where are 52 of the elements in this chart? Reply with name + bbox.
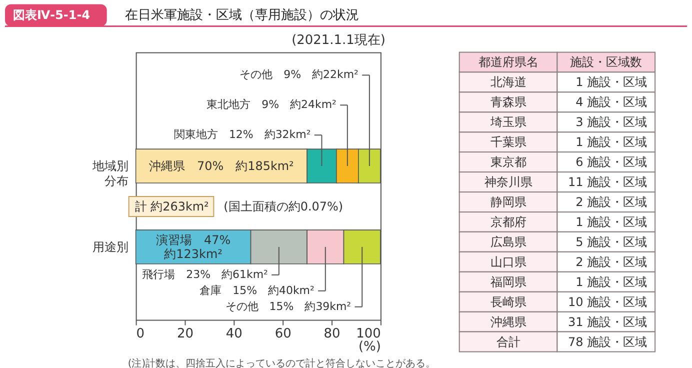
category-label: 広島県 (490, 234, 526, 249)
category-label: 埼玉県 (489, 115, 526, 130)
category-label: 静岡県 (490, 194, 526, 209)
category-label: 北海道 (490, 75, 526, 90)
x-tick-label: 40 (226, 326, 242, 342)
category-label: 千葉県 (490, 135, 526, 150)
category-label: 合計 (496, 334, 520, 349)
text: 31 施設・区域 (568, 314, 648, 329)
x-tick-label: 0 (136, 326, 145, 342)
data-label: 倉庫 15% 約40km² (200, 284, 314, 297)
text: 施設・区域数 (570, 55, 642, 70)
category-label: 東京都 (490, 155, 526, 170)
x-tick-label: 100 (356, 326, 381, 342)
category-label: 京都府 (490, 214, 526, 229)
text: 10 施設・区域 (568, 294, 648, 309)
chart-title: 在日米軍施設・区域（専用施設）の状況 (124, 8, 359, 24)
text: 都道府県名 (478, 55, 538, 70)
category-label: 神奈川県 (484, 175, 532, 189)
text: 3 施設・区域 (576, 115, 648, 130)
text: 図表Ⅳ-5-1-4 (12, 8, 90, 22)
category-label: 沖縄県 (490, 314, 526, 329)
text: (2021.1.1現在) (292, 33, 386, 48)
text: 1 施設・区域 (576, 274, 648, 289)
text: 6 施設・区域 (576, 155, 648, 170)
x-tick-label: 20 (176, 326, 194, 342)
category-label: 長崎県 (490, 294, 526, 309)
category-label: 福岡県 (490, 274, 526, 289)
text: 2 施設・区域 (576, 254, 648, 269)
data-label: 沖縄県 70% 約185km² (149, 159, 294, 174)
category-label: 青森県 (490, 95, 526, 110)
data-label: 飛行場 23% 約61km² (142, 268, 268, 281)
text: 1 施設・区域 (576, 214, 648, 229)
data-label: その他 15% 約39km² (225, 300, 352, 313)
text: 1 施設・区域 (576, 135, 648, 150)
data-label: その他 9% 約22km² (240, 68, 358, 82)
y-tick-label: 用途別 (92, 240, 128, 254)
text: 1 施設・区域 (576, 75, 648, 90)
data-label: 関東地方 12% 約32km² (174, 128, 311, 142)
text: 11 施設・区域 (568, 175, 648, 189)
annotation: 計 約263km² (134, 199, 210, 214)
x-axis-title: (%) (358, 339, 381, 354)
category-label: 山口県 (490, 254, 526, 269)
text: 4 施設・区域 (576, 95, 648, 110)
text: 78 施設・区域 (568, 334, 648, 349)
data-label: 演習場 47% 約123km² (156, 232, 231, 261)
x-tick-label: 60 (274, 326, 292, 342)
text: 2 施設・区域 (576, 194, 648, 209)
annotation: (国土面積の約0.07%) (224, 199, 344, 214)
y-tick-label: 地域別分布 (91, 159, 128, 188)
x-tick-label: 80 (324, 326, 340, 342)
text: 5 施設・区域 (576, 234, 648, 249)
data-label: 東北地方 9% 約24km² (206, 98, 336, 112)
